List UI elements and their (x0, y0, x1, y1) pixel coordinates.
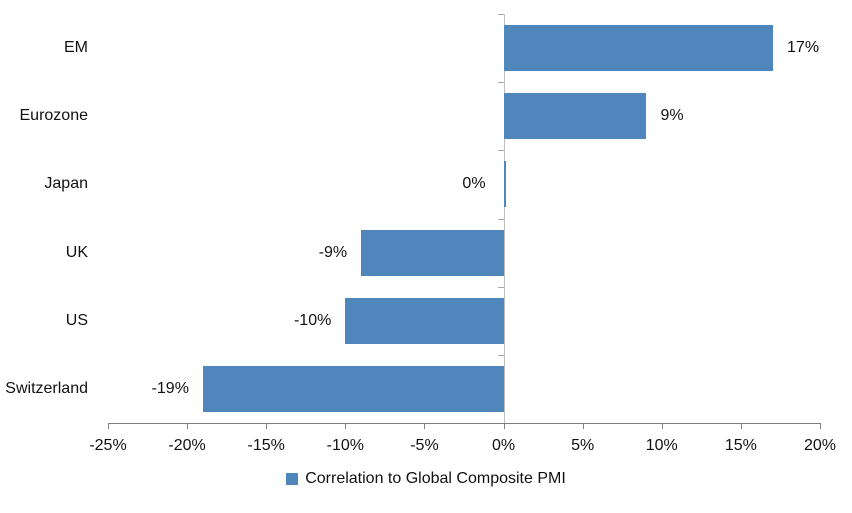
category-tick (497, 218, 504, 220)
data-label: -9% (318, 243, 348, 261)
category-tick (497, 14, 504, 15)
x-axis-tick-label: -25% (89, 437, 127, 454)
x-axis-tick-label: -20% (168, 437, 206, 454)
x-axis-tick-label: -15% (247, 437, 285, 454)
category-label: UK (65, 243, 88, 261)
data-label: -10% (293, 311, 332, 329)
data-label: -19% (151, 379, 189, 397)
legend-swatch-icon (286, 473, 299, 485)
category-label: Switzerland (5, 379, 88, 397)
x-axis-tick-label: 15% (724, 437, 757, 454)
x-axis-tick-label: 5% (571, 437, 595, 454)
x-axis-line (108, 423, 821, 424)
x-axis-tick (582, 423, 584, 429)
x-axis-tick (345, 423, 347, 429)
data-label: 17% (787, 39, 820, 57)
data-label: 0% (462, 175, 486, 193)
x-axis-tick-label: -10% (326, 437, 365, 454)
data-bar (504, 25, 774, 72)
data-label: 9% (660, 107, 684, 125)
x-axis-tick (820, 423, 821, 429)
x-axis-tick (187, 423, 189, 429)
legend-label: Correlation to Global Composite PMI (305, 470, 566, 487)
category-tick (497, 286, 504, 288)
x-axis-tick (740, 423, 742, 429)
category-label: Japan (44, 175, 88, 193)
category-tick (497, 150, 504, 152)
data-bar (361, 229, 504, 276)
x-axis-tick (266, 423, 268, 429)
legend: Correlation to Global Composite PMI (0, 470, 852, 488)
category-label: EM (64, 39, 88, 57)
x-axis-tick-label: 10% (645, 437, 678, 454)
x-axis-tick (503, 423, 505, 429)
category-tick (497, 354, 504, 356)
x-axis-tick-label: -5% (410, 437, 439, 454)
data-bar (345, 297, 504, 344)
x-axis-tick-label: 20% (803, 437, 837, 454)
category-tick (497, 82, 504, 84)
value-axis-line (503, 14, 505, 423)
data-bar (202, 365, 504, 412)
x-axis-tick (108, 423, 109, 429)
x-axis-tick (661, 423, 663, 429)
data-bar (504, 93, 647, 140)
data-bar (503, 161, 506, 208)
x-axis-tick-label: 0% (491, 437, 516, 454)
category-label: US (65, 311, 88, 329)
x-axis-tick (424, 423, 426, 429)
category-label: Eurozone (19, 107, 89, 125)
